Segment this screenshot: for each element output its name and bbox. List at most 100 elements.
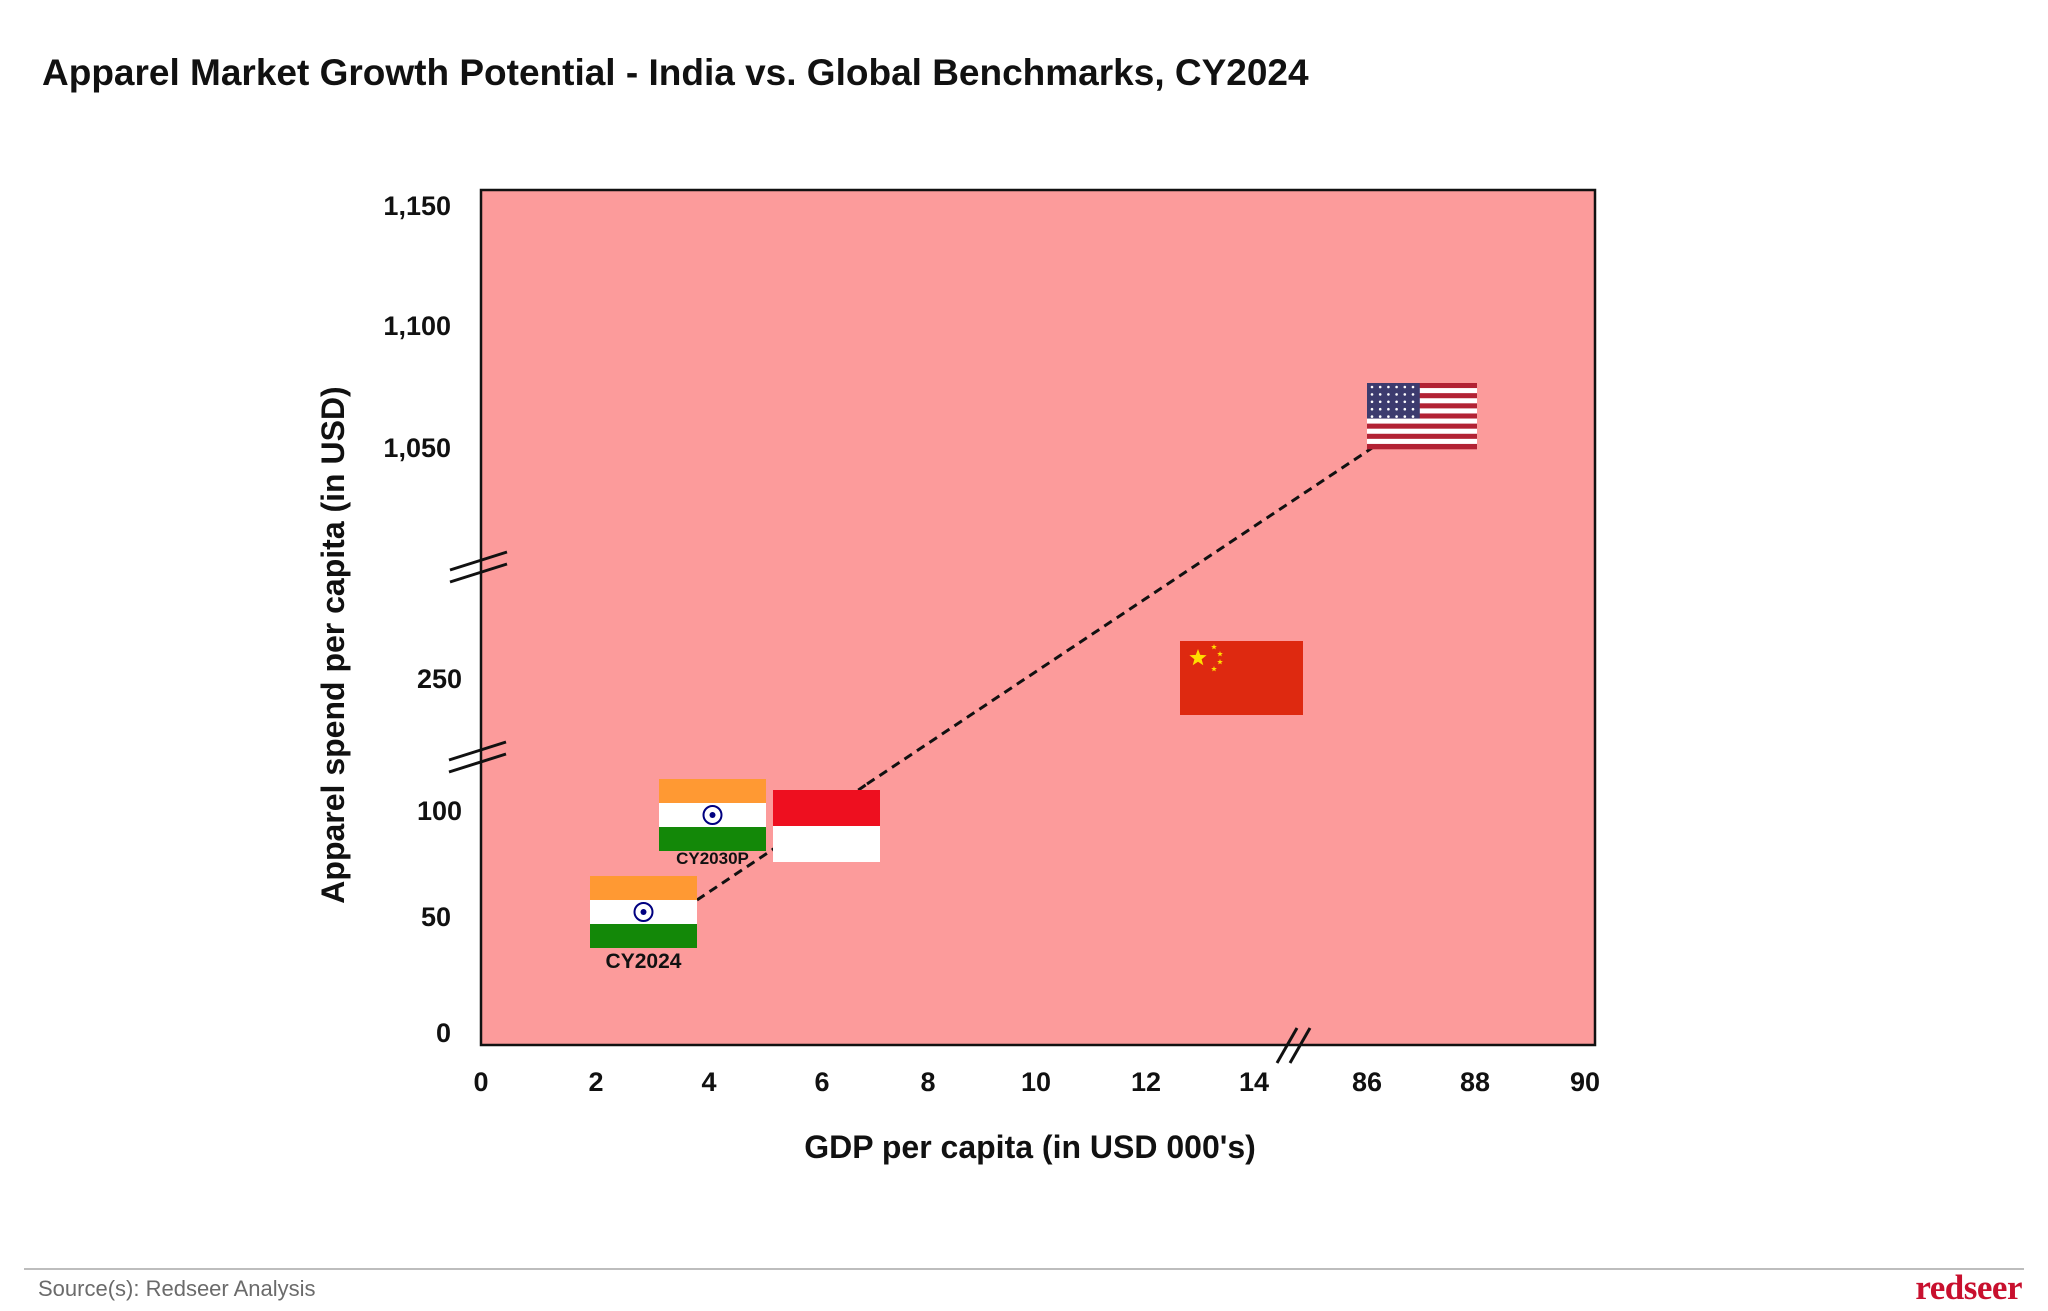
usa-flag-stripe-7 — [1367, 413, 1477, 419]
x-tick-12: 12 — [1131, 1067, 1161, 1097]
usa-flag-star — [1395, 400, 1398, 404]
india-flag-chakra-hub — [640, 909, 647, 915]
india-flag-chakra — [702, 805, 723, 825]
usa-flag-stripe-11 — [1367, 433, 1477, 440]
y-axis-break-1-a — [449, 550, 508, 572]
usa-flag-canton — [1367, 383, 1420, 419]
x-tick-4: 4 — [701, 1067, 716, 1097]
indonesia-flag-white-band — [773, 826, 880, 862]
china-flag-small-star-3 — [1217, 659, 1223, 665]
data-point-china — [1180, 641, 1303, 715]
data-point-usa — [1367, 383, 1477, 450]
usa-flag-star — [1411, 407, 1415, 411]
china-flag-small-star-4 — [1211, 666, 1217, 672]
chart-title: Apparel Market Growth Potential - India … — [42, 52, 1309, 93]
usa-flag-star — [1370, 407, 1374, 411]
y-tick-1-100: 1,100 — [383, 311, 451, 341]
usa-flag-stripe-1 — [1367, 383, 1477, 389]
trend-line-segment-1 — [696, 848, 773, 902]
x-tick-10: 10 — [1021, 1067, 1051, 1097]
x-axis-break-b — [1288, 1027, 1312, 1064]
usa-flag-stripe-5 — [1367, 403, 1477, 409]
y-tick-1-050: 1,050 — [383, 433, 451, 463]
usa-flag-stripe-12 — [1367, 438, 1477, 445]
india-flag-saffron-band — [590, 876, 697, 900]
usa-flag-star — [1370, 393, 1374, 396]
usa-flag-star — [1411, 385, 1415, 389]
usa-flag-star — [1370, 400, 1374, 404]
usa-flag-star — [1387, 415, 1390, 418]
usa-flag-stripe-10 — [1367, 428, 1477, 435]
usa-flag-star — [1411, 400, 1415, 404]
usa-flag-star — [1370, 385, 1374, 389]
usa-flag-stripe-3 — [1367, 393, 1477, 399]
india-flag-saffron-band — [659, 779, 766, 803]
india-flag-green-band — [590, 924, 697, 948]
usa-flag-star — [1411, 393, 1415, 396]
y-tick-1-150: 1,150 — [383, 191, 451, 221]
usa-flag-star — [1395, 415, 1398, 418]
usa-flag-star — [1395, 385, 1398, 389]
usa-flag-star — [1403, 400, 1407, 404]
brand-logo: redseer — [1915, 1268, 2022, 1307]
usa-flag-star — [1387, 407, 1390, 411]
y-axis-break-2-a — [448, 740, 507, 762]
x-tick-86: 86 — [1352, 1067, 1382, 1097]
usa-flag-star — [1378, 400, 1382, 404]
india-flag-chakra — [633, 902, 654, 922]
x-tick-0: 0 — [473, 1067, 488, 1097]
india-flag-chakra-hub — [709, 812, 716, 818]
y-axis-label: Apparel spend per capita (in USD) — [315, 386, 351, 903]
point-label-cy2030p: CY2030P — [676, 849, 749, 868]
usa-flag-star — [1403, 407, 1407, 411]
x-axis-label: GDP per capita (in USD 000's) — [804, 1129, 1256, 1165]
usa-flag-star — [1378, 407, 1382, 411]
y-tick-0: 0 — [436, 1018, 451, 1048]
data-point-india-cy2024: CY2024 — [590, 876, 697, 973]
y-axis-break-1-b — [449, 562, 508, 584]
trend-line-segment-3 — [866, 444, 1376, 786]
x-tick-6: 6 — [814, 1067, 829, 1097]
usa-flag-star — [1411, 415, 1415, 418]
usa-flag-star — [1403, 415, 1407, 418]
x-tick-8: 8 — [920, 1067, 935, 1097]
data-point-india-cy2030p: CY2030P — [659, 779, 766, 868]
usa-flag-star — [1378, 415, 1382, 418]
footer-divider — [24, 1268, 2024, 1270]
y-axis-break-2-b — [448, 752, 507, 774]
usa-flag-stripe-4 — [1367, 398, 1477, 404]
india-flag-green-band — [659, 827, 766, 851]
china-flag-small-star-2 — [1217, 651, 1223, 657]
point-label-cy2024: CY2024 — [606, 950, 682, 973]
usa-flag-stripe-13 — [1367, 443, 1477, 450]
usa-flag-star — [1370, 415, 1374, 418]
usa-flag-star — [1403, 385, 1407, 389]
indonesia-flag-red-band — [773, 790, 880, 826]
usa-flag-star — [1387, 393, 1390, 396]
usa-flag-star — [1395, 407, 1398, 411]
y-tick-50: 50 — [421, 902, 451, 932]
usa-flag-star — [1387, 400, 1390, 404]
usa-flag-star — [1387, 385, 1390, 389]
usa-flag-star — [1395, 393, 1398, 396]
usa-flag-stripe-6 — [1367, 408, 1477, 414]
x-tick-14: 14 — [1239, 1067, 1269, 1097]
china-flag-field — [1180, 641, 1303, 715]
china-flag-large-star — [1189, 649, 1207, 666]
usa-flag-stripe-2 — [1367, 388, 1477, 394]
x-tick-90: 90 — [1570, 1067, 1600, 1097]
x-tick-2: 2 — [588, 1067, 603, 1097]
usa-flag-stripe-8 — [1367, 418, 1477, 424]
x-tick-88: 88 — [1460, 1067, 1490, 1097]
usa-flag-star — [1378, 385, 1382, 389]
y-tick-100: 100 — [417, 796, 462, 826]
x-axis-break-a — [1275, 1027, 1299, 1064]
china-flag-small-star-1 — [1211, 644, 1217, 650]
source-note: Source(s): Redseer Analysis — [38, 1276, 316, 1301]
usa-flag-star — [1378, 393, 1382, 396]
y-tick-250: 250 — [417, 664, 462, 694]
usa-flag-star — [1403, 393, 1407, 396]
usa-flag-stripe-9 — [1367, 423, 1477, 429]
data-point-indonesia — [773, 790, 880, 862]
